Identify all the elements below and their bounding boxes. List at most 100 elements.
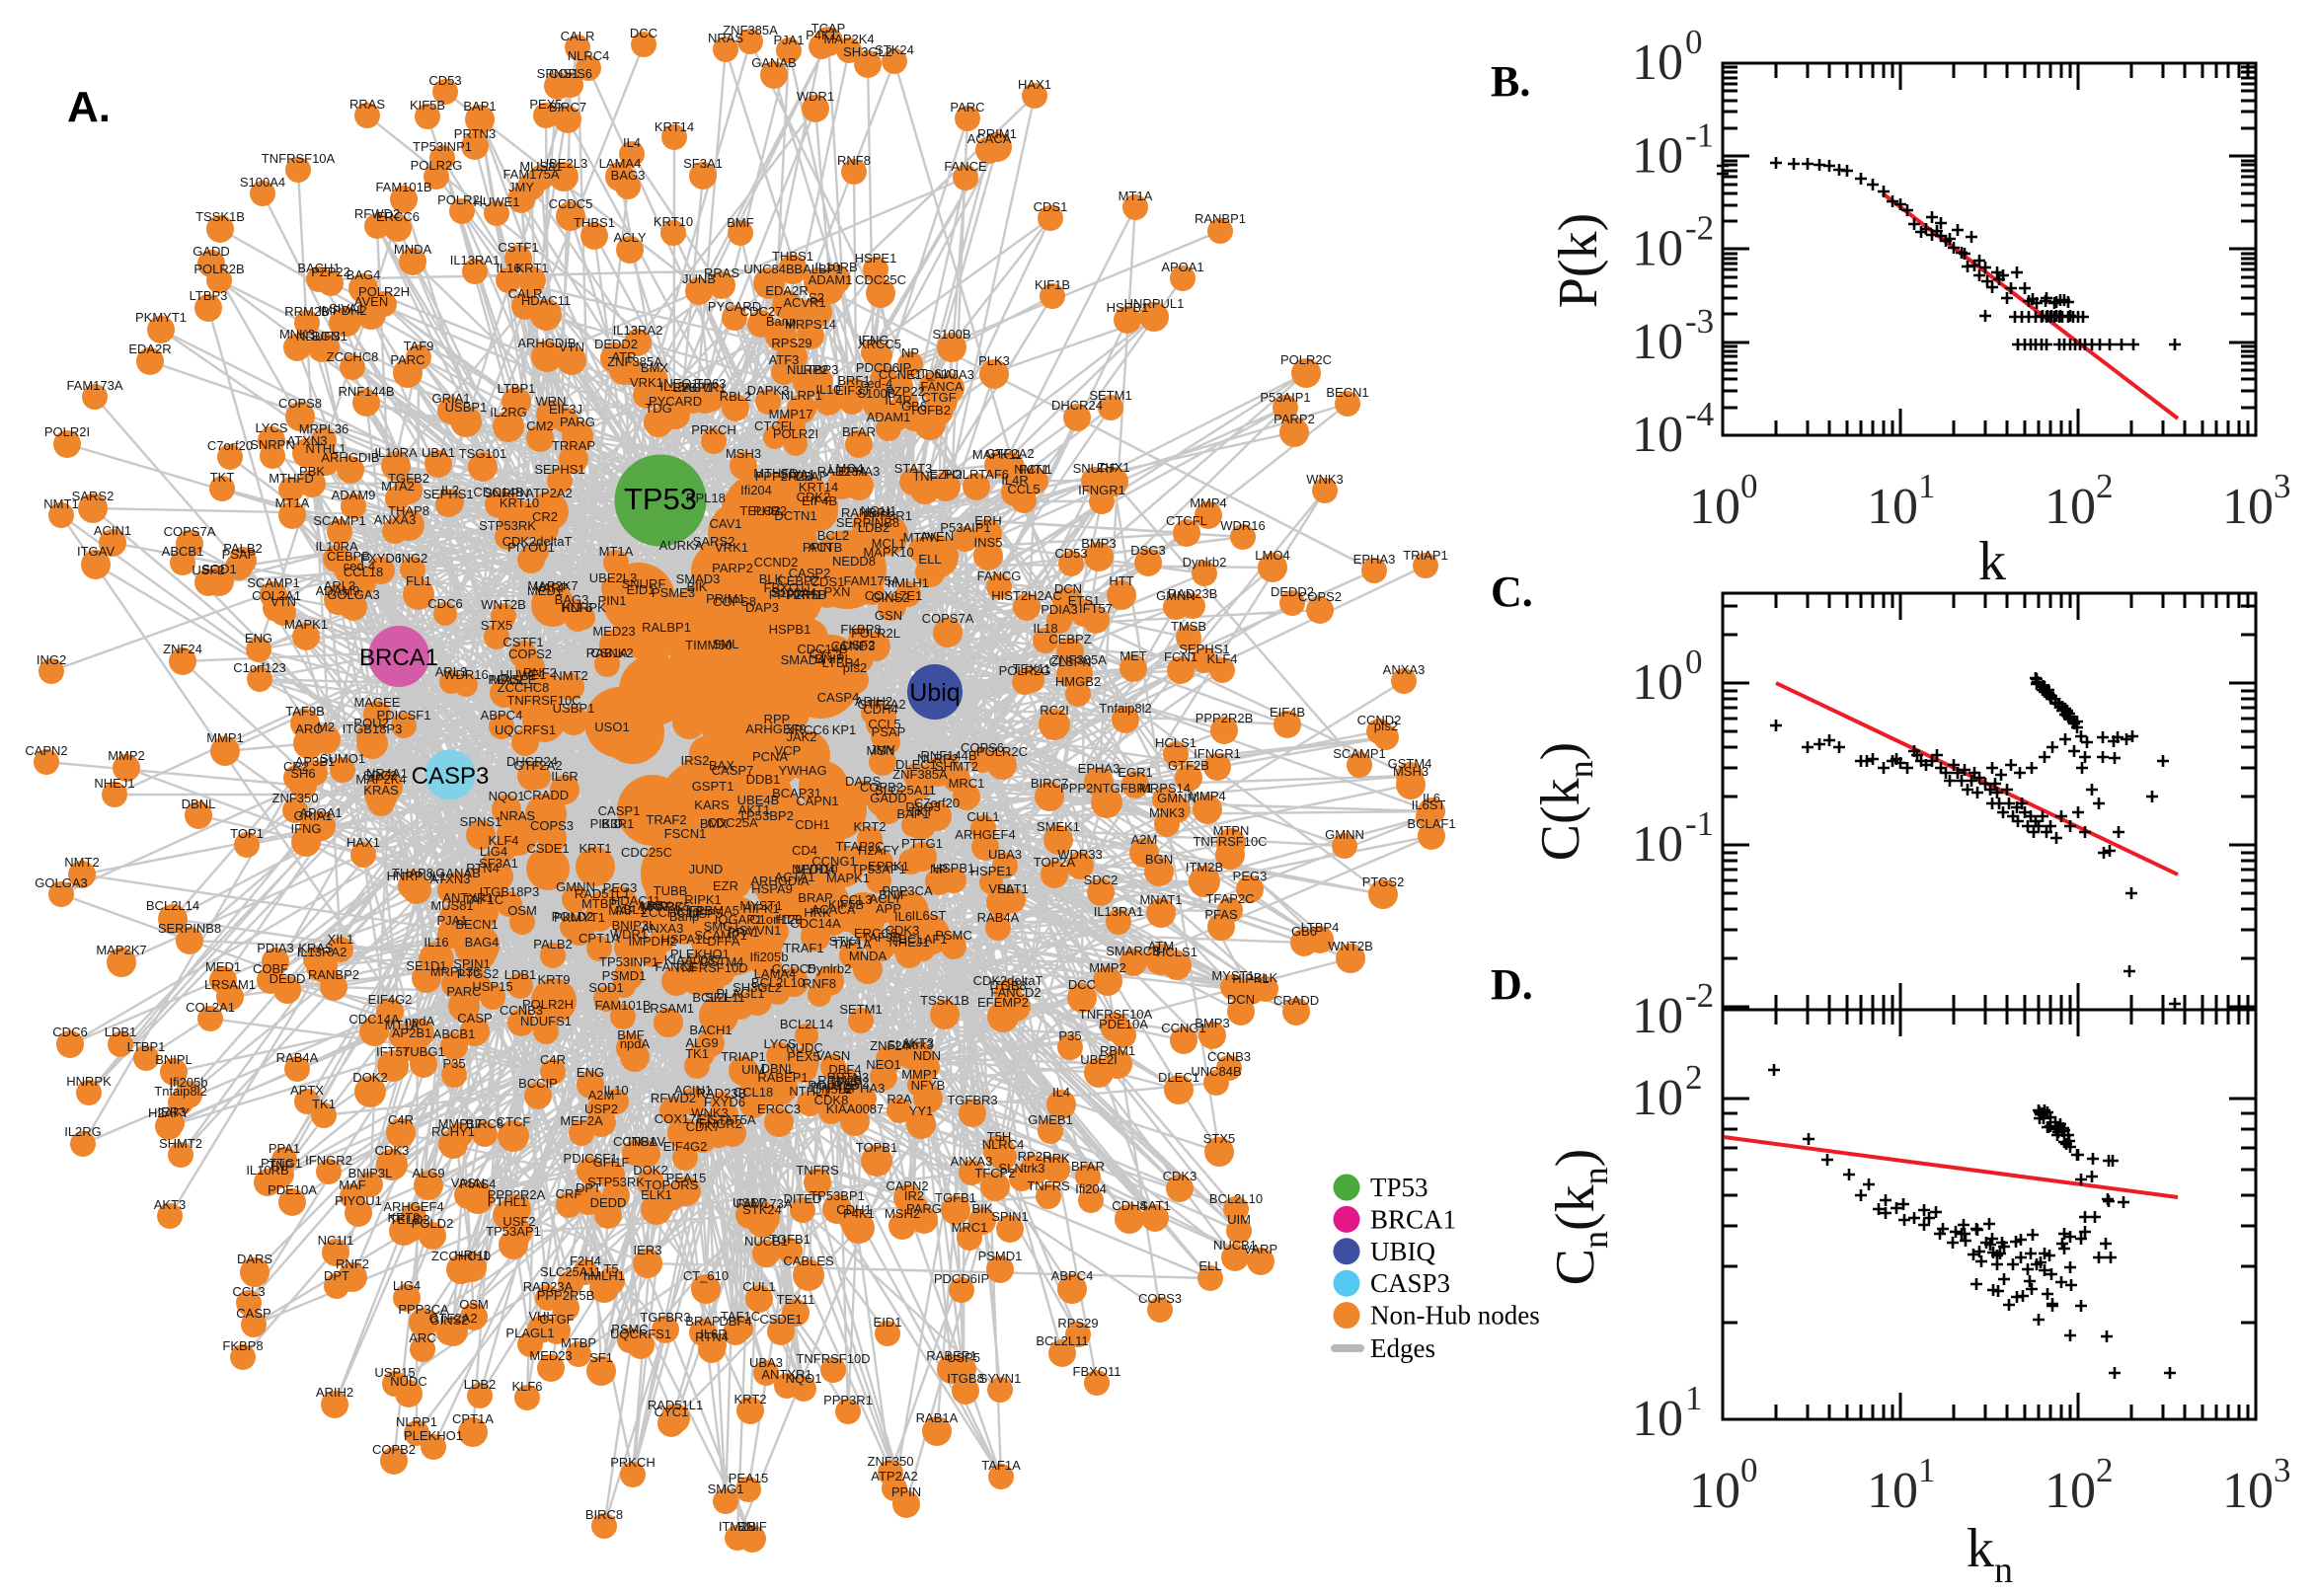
svg-text:3: 3 <box>2274 467 2291 505</box>
svg-text:MAPK1: MAPK1 <box>284 617 328 632</box>
svg-text:IMPDH2: IMPDH2 <box>628 934 676 949</box>
svg-text:ACACA: ACACA <box>967 131 1012 146</box>
svg-text:IL16: IL16 <box>424 935 448 950</box>
svg-text:MUS81: MUS81 <box>430 898 473 913</box>
svg-text:USBP1: USBP1 <box>445 400 488 415</box>
svg-text:UQCRFS1: UQCRFS1 <box>495 722 556 737</box>
svg-text:IER3: IER3 <box>634 1243 662 1257</box>
svg-text:HSPA1L: HSPA1L <box>661 932 710 947</box>
svg-text:PLK3: PLK3 <box>978 353 1010 368</box>
svg-text:MNAT1: MNAT1 <box>1139 892 1182 907</box>
svg-text:SE1D1: SE1D1 <box>406 958 446 973</box>
svg-text:NLRC4: NLRC4 <box>568 48 610 63</box>
svg-text:BCCIP: BCCIP <box>518 1076 558 1091</box>
svg-text:MT1A: MT1A <box>1119 189 1153 203</box>
svg-text:SPNS1: SPNS1 <box>460 814 502 829</box>
svg-text:KLF4: KLF4 <box>1206 651 1237 666</box>
svg-text:BMF: BMF <box>727 215 754 230</box>
svg-text:PLAGL1: PLAGL1 <box>505 1326 554 1340</box>
svg-text:ERH: ERH <box>974 513 1001 528</box>
svg-text:-1: -1 <box>1685 115 1714 154</box>
svg-text:WDR16: WDR16 <box>1220 518 1266 533</box>
svg-text:CCL5: CCL5 <box>868 717 900 731</box>
svg-text:DCC: DCC <box>630 26 657 40</box>
svg-text:PDICSF1: PDICSF1 <box>377 708 431 722</box>
svg-text:MEF2A: MEF2A <box>560 1113 603 1128</box>
svg-text:SPIN1: SPIN1 <box>991 1209 1029 1224</box>
svg-text:TNFRSF10A: TNFRSF10A <box>262 151 336 166</box>
svg-text:VASN: VASN <box>816 1048 850 1063</box>
svg-text:IL10: IL10 <box>603 1083 628 1098</box>
svg-text:MRC1: MRC1 <box>949 776 985 791</box>
svg-text:SF3A1: SF3A1 <box>479 856 518 871</box>
svg-text:SEPHS1: SEPHS1 <box>1179 642 1229 656</box>
svg-text:COPS3: COPS3 <box>1138 1291 1182 1306</box>
svg-text:10: 10 <box>2045 1463 2096 1519</box>
svg-text:RNF2: RNF2 <box>523 665 557 680</box>
svg-text:TGFB1: TGFB1 <box>769 1232 811 1247</box>
svg-text:ING2: ING2 <box>398 551 427 566</box>
svg-text:MAP2K7: MAP2K7 <box>96 943 146 957</box>
svg-text:ENG: ENG <box>245 631 272 646</box>
svg-text:WDR1: WDR1 <box>610 927 648 942</box>
svg-text:DBNL: DBNL <box>182 797 216 811</box>
svg-text:HTT: HTT <box>775 912 800 927</box>
svg-text:SUMO1: SUMO1 <box>320 751 365 766</box>
svg-text:ACLY: ACLY <box>614 230 647 245</box>
svg-text:SMAD4: SMAD4 <box>781 652 825 667</box>
svg-text:OSM: OSM <box>459 1297 489 1312</box>
svg-text:10: 10 <box>2222 479 2274 535</box>
svg-text:ZNF24: ZNF24 <box>163 642 202 656</box>
svg-text:FAM175A: FAM175A <box>843 573 899 588</box>
svg-text:NLRC4: NLRC4 <box>982 1137 1025 1152</box>
svg-text:ZNF350: ZNF350 <box>868 1454 914 1469</box>
svg-text:AURKA: AURKA <box>659 538 704 553</box>
svg-text:TFCP2: TFCP2 <box>828 1075 869 1090</box>
svg-text:SEPHS1: SEPHS1 <box>534 462 584 477</box>
svg-text:SF1: SF1 <box>589 1350 613 1365</box>
svg-text:MRPL36: MRPL36 <box>430 964 481 979</box>
svg-text:CDK2deltaT: CDK2deltaT <box>973 973 1043 988</box>
svg-text:ARC: ARC <box>409 1330 435 1345</box>
svg-text:CSDE1: CSDE1 <box>526 841 569 856</box>
svg-text:CDH4: CDH4 <box>863 702 897 717</box>
svg-text:HUWE1: HUWE1 <box>501 667 547 682</box>
svg-text:WRN: WRN <box>535 394 566 409</box>
svg-text:MRC1: MRC1 <box>952 1220 988 1235</box>
svg-text:NLRP1: NLRP1 <box>396 1414 437 1429</box>
svg-text:PLAGL1: PLAGL1 <box>716 986 764 1001</box>
svg-text:LYCS: LYCS <box>256 420 288 435</box>
svg-text:BMF: BMF <box>617 1027 645 1042</box>
svg-text:LTBP1: LTBP1 <box>498 381 536 396</box>
svg-text:COPB2: COPB2 <box>372 1442 416 1457</box>
svg-text:POLR2G: POLR2G <box>999 663 1051 678</box>
svg-text:PPIN: PPIN <box>891 1484 921 1499</box>
svg-text:ANTXR1: ANTXR1 <box>442 890 493 905</box>
svg-text:DNAJA3: DNAJA3 <box>925 367 974 382</box>
svg-text:DSG3: DSG3 <box>1130 543 1165 558</box>
svg-text:SLC25A11: SLC25A11 <box>875 783 936 798</box>
svg-text:CDK3: CDK3 <box>375 1143 410 1158</box>
svg-text:ADAM9: ADAM9 <box>332 488 376 502</box>
svg-text:CD53: CD53 <box>428 73 461 88</box>
svg-text:CDC6: CDC6 <box>427 596 462 611</box>
svg-text:PARC: PARC <box>390 352 425 367</box>
svg-text:CDK2: CDK2 <box>797 490 831 504</box>
svg-text:LIG4: LIG4 <box>393 1278 421 1293</box>
svg-text:XRCC5: XRCC5 <box>858 337 901 351</box>
svg-text:TUBG1: TUBG1 <box>402 1044 444 1059</box>
svg-text:CDC14B: CDC14B <box>473 485 523 499</box>
svg-text:HDAC11: HDAC11 <box>521 293 571 308</box>
svg-text:STAT5A: STAT5A <box>709 1112 756 1127</box>
svg-text:M2: M2 <box>317 720 335 734</box>
svg-text:MED1: MED1 <box>205 959 241 974</box>
svg-text:IL2RG: IL2RG <box>64 1124 102 1139</box>
svg-text:GB6: GB6 <box>901 399 927 414</box>
svg-text:DCC: DCC <box>1068 977 1096 992</box>
svg-text:PFAS: PFAS <box>1204 907 1238 922</box>
svg-text:ANTXR1: ANTXR1 <box>761 1367 811 1382</box>
svg-text:SCAMP1: SCAMP1 <box>1333 746 1385 761</box>
svg-text:FANCG: FANCG <box>977 569 1022 583</box>
svg-text:ELL: ELL <box>918 552 941 567</box>
svg-text:CR2: CR2 <box>283 759 309 774</box>
